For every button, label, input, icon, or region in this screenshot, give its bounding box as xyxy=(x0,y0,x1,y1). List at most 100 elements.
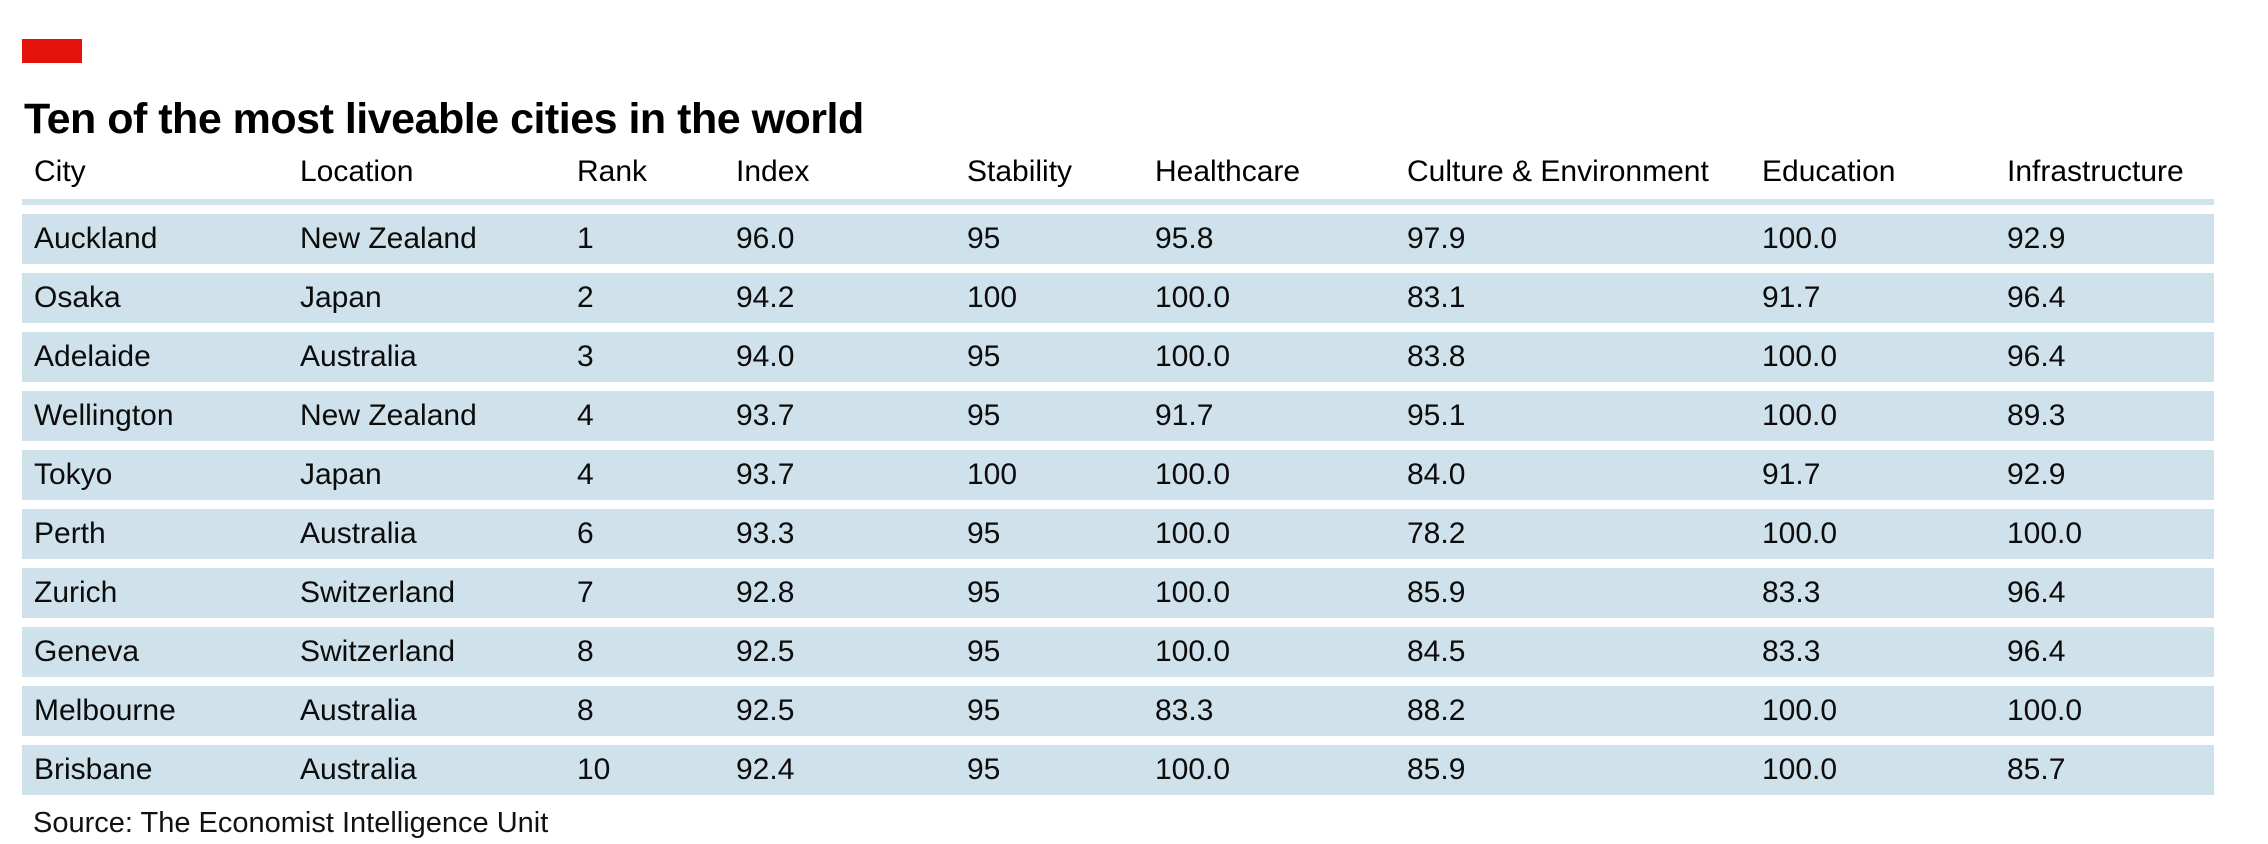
table-cell: 84.5 xyxy=(1395,627,1750,678)
city-cell: Melbourne xyxy=(22,686,288,737)
table-cell: New Zealand xyxy=(288,214,565,265)
city-cell: Tokyo xyxy=(22,450,288,501)
table-cell: Australia xyxy=(288,745,565,796)
table-cell: Australia xyxy=(288,332,565,383)
column-header-rank: Rank xyxy=(565,155,724,206)
table-cell: New Zealand xyxy=(288,391,565,442)
city-cell: Perth xyxy=(22,509,288,560)
table-cell: 91.7 xyxy=(1750,450,1995,501)
table-cell: 100.0 xyxy=(1750,509,1995,560)
table-cell: 95 xyxy=(955,391,1143,442)
table-row: Brisbane Australia 10 92.4 95 100.0 85.9 100.0 8… xyxy=(22,745,2214,796)
city-cell: Wellington xyxy=(22,391,288,442)
table-cell: Australia xyxy=(288,686,565,737)
table-cell: 100.0 xyxy=(1143,273,1395,324)
column-header-index: Index xyxy=(724,155,955,206)
table-cell: 10 xyxy=(565,745,724,796)
table-row: Osaka Japan 2 94.2 100 100.0 83.1 91.7 96.4 xyxy=(22,273,2214,324)
table-cell: 89.3 xyxy=(1995,391,2214,442)
table-cell: 93.7 xyxy=(724,391,955,442)
column-header-culture-environment: Culture & Environment xyxy=(1395,155,1750,206)
table-cell: 100.0 xyxy=(1750,332,1995,383)
column-header-city: City xyxy=(22,155,288,206)
table-cell: 100.0 xyxy=(1143,568,1395,619)
table-cell: 94.2 xyxy=(724,273,955,324)
table-row: Perth Australia 6 93.3 95 100.0 78.2 100.0 100.0 xyxy=(22,509,2214,560)
source-note: Source: The Economist Intelligence Unit xyxy=(33,807,549,840)
table-cell: 78.2 xyxy=(1395,509,1750,560)
table-cell: 83.3 xyxy=(1143,686,1395,737)
table-cell: 100.0 xyxy=(1995,509,2214,560)
table-row: Wellington New Zealand 4 93.7 95 91.7 95.1 100.… xyxy=(22,391,2214,442)
table-cell: 93.3 xyxy=(724,509,955,560)
table-row: Geneva Switzerland 8 92.5 95 100.0 84.5 83.3 96.… xyxy=(22,627,2214,678)
city-cell: Zurich xyxy=(22,568,288,619)
table-cell: 1 xyxy=(565,214,724,265)
table-row: Auckland New Zealand 1 96.0 95 95.8 97.9 100.0 9… xyxy=(22,214,2214,265)
table-cell: 97.9 xyxy=(1395,214,1750,265)
column-header-stability: Stability xyxy=(955,155,1143,206)
table-cell: 96.4 xyxy=(1995,332,2214,383)
table-cell: 100.0 xyxy=(1995,686,2214,737)
table-cell: Switzerland xyxy=(288,627,565,678)
table-cell: 92.5 xyxy=(724,627,955,678)
table-body: Auckland New Zealand 1 96.0 95 95.8 97.9 100.0 9… xyxy=(22,214,2214,796)
table-cell: 100.0 xyxy=(1143,509,1395,560)
table-header: City Location Rank Index Stability Healthcare… xyxy=(22,155,2214,206)
table-cell: 100.0 xyxy=(1143,745,1395,796)
table-cell: 93.7 xyxy=(724,450,955,501)
table-cell: 100.0 xyxy=(1143,332,1395,383)
table-cell: 92.8 xyxy=(724,568,955,619)
table-cell: 95.8 xyxy=(1143,214,1395,265)
table-row: Tokyo Japan 4 93.7 100 100.0 84.0 91.7 92.9 xyxy=(22,450,2214,501)
table-cell: Japan xyxy=(288,450,565,501)
table-cell: 92.9 xyxy=(1995,450,2214,501)
city-cell: Brisbane xyxy=(22,745,288,796)
table-cell: 85.9 xyxy=(1395,568,1750,619)
table-cell: 95 xyxy=(955,686,1143,737)
table-cell: 83.8 xyxy=(1395,332,1750,383)
table-row: Zurich Switzerland 7 92.8 95 100.0 85.9 83.3 96.… xyxy=(22,568,2214,619)
table-row: Adelaide Australia 3 94.0 95 100.0 83.8 100.0 96… xyxy=(22,332,2214,383)
table-cell: 8 xyxy=(565,627,724,678)
table-row: Melbourne Australia 8 92.5 95 83.3 88.2 100.0 10… xyxy=(22,686,2214,737)
table-cell: 100.0 xyxy=(1750,214,1995,265)
table-cell: 85.7 xyxy=(1995,745,2214,796)
table-cell: 92.5 xyxy=(724,686,955,737)
table-cell: 95 xyxy=(955,332,1143,383)
table-cell: 96.4 xyxy=(1995,568,2214,619)
table-cell: 92.9 xyxy=(1995,214,2214,265)
table-cell: 95 xyxy=(955,509,1143,560)
table-cell: 95.1 xyxy=(1395,391,1750,442)
table-cell: 100 xyxy=(955,450,1143,501)
table-cell: 95 xyxy=(955,745,1143,796)
table-cell: 94.0 xyxy=(724,332,955,383)
table-cell: 85.9 xyxy=(1395,745,1750,796)
table-cell: 100.0 xyxy=(1750,686,1995,737)
city-cell: Auckland xyxy=(22,214,288,265)
table-cell: 96.4 xyxy=(1995,273,2214,324)
table-cell: 95 xyxy=(955,568,1143,619)
table-cell: 96.4 xyxy=(1995,627,2214,678)
table-cell: 92.4 xyxy=(724,745,955,796)
table-cell: 95 xyxy=(955,214,1143,265)
table-cell: 96.0 xyxy=(724,214,955,265)
liveability-table: City Location Rank Index Stability Healthcare… xyxy=(22,146,2214,804)
table-cell: 6 xyxy=(565,509,724,560)
table-cell: Japan xyxy=(288,273,565,324)
table-cell: 8 xyxy=(565,686,724,737)
table-cell: 83.1 xyxy=(1395,273,1750,324)
table-cell: 4 xyxy=(565,391,724,442)
city-cell: Geneva xyxy=(22,627,288,678)
table-cell: 91.7 xyxy=(1143,391,1395,442)
table-cell: 3 xyxy=(565,332,724,383)
column-header-education: Education xyxy=(1750,155,1995,206)
table-cell: 100.0 xyxy=(1143,450,1395,501)
table-cell: 95 xyxy=(955,627,1143,678)
table-cell: 7 xyxy=(565,568,724,619)
table-cell: 83.3 xyxy=(1750,568,1995,619)
table-cell: 88.2 xyxy=(1395,686,1750,737)
table-cell: Australia xyxy=(288,509,565,560)
table-cell: 2 xyxy=(565,273,724,324)
